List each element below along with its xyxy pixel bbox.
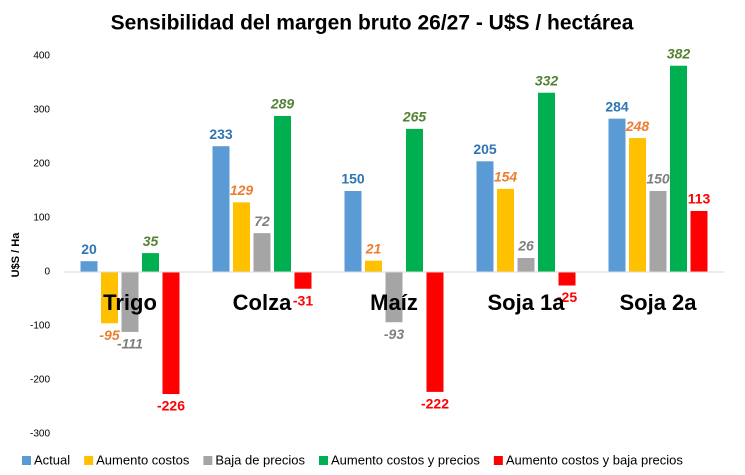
legend-label: Baja de precios bbox=[215, 452, 305, 467]
bar bbox=[344, 191, 362, 272]
legend-label: Actual bbox=[34, 452, 70, 467]
data-label: 382 bbox=[667, 45, 691, 61]
data-label: 265 bbox=[402, 109, 427, 125]
data-label: 20 bbox=[81, 241, 97, 257]
bar bbox=[629, 138, 646, 272]
bar bbox=[101, 272, 118, 324]
bar bbox=[80, 261, 98, 272]
category-label: Soja 1a bbox=[487, 290, 565, 315]
data-label: 233 bbox=[209, 126, 233, 142]
legend-swatch bbox=[84, 456, 94, 465]
legend-label: Aumento costos y baja precios bbox=[506, 452, 684, 467]
data-label: 129 bbox=[230, 182, 254, 198]
data-label: -222 bbox=[421, 396, 449, 412]
bar bbox=[558, 272, 576, 286]
bar bbox=[233, 202, 250, 272]
bar bbox=[274, 115, 291, 272]
legend-swatch bbox=[493, 456, 503, 465]
data-label: 154 bbox=[494, 169, 518, 185]
bar bbox=[162, 272, 180, 395]
data-label: 284 bbox=[605, 98, 629, 114]
bar bbox=[212, 146, 230, 272]
bar bbox=[253, 233, 271, 272]
data-label: -95 bbox=[99, 327, 119, 343]
data-label: -93 bbox=[384, 326, 404, 342]
bar bbox=[385, 272, 403, 323]
bar bbox=[538, 92, 555, 272]
data-label: 113 bbox=[688, 191, 711, 207]
bar bbox=[406, 128, 423, 272]
bar bbox=[426, 272, 444, 392]
category-label: Maíz bbox=[370, 290, 418, 315]
y-tick-label: 400 bbox=[33, 51, 50, 62]
data-label: 150 bbox=[341, 171, 365, 187]
data-label: 248 bbox=[625, 118, 650, 134]
data-label: 289 bbox=[270, 96, 295, 112]
y-tick-label: -100 bbox=[30, 321, 50, 332]
legend-label: Aumento costos y precios bbox=[331, 452, 480, 467]
data-label: 21 bbox=[365, 240, 382, 256]
y-axis-label: U$S / Ha bbox=[10, 232, 22, 278]
y-tick-label: 300 bbox=[33, 105, 50, 116]
y-tick-label: -200 bbox=[30, 375, 50, 386]
bar bbox=[365, 260, 382, 272]
bar bbox=[294, 272, 312, 289]
category-label: Soja 2a bbox=[619, 290, 697, 315]
data-label: -111 bbox=[117, 336, 143, 352]
bar bbox=[670, 65, 687, 272]
bar bbox=[517, 257, 535, 272]
category-label: Trigo bbox=[103, 290, 157, 315]
chart-title: Sensibilidad del margen bruto 26/27 - U$… bbox=[111, 12, 634, 35]
legend-swatch bbox=[203, 456, 213, 465]
legend-swatch bbox=[22, 456, 31, 465]
legend-swatch bbox=[318, 456, 328, 465]
data-label: -226 bbox=[157, 398, 185, 414]
data-label: 150 bbox=[646, 171, 670, 187]
bar bbox=[608, 118, 626, 272]
data-label: -31 bbox=[293, 292, 313, 308]
y-tick-label: 100 bbox=[33, 213, 50, 224]
bar bbox=[690, 210, 708, 272]
legend-label: Aumento costos bbox=[96, 452, 190, 467]
data-label: 72 bbox=[254, 213, 270, 229]
y-tick-label: -300 bbox=[30, 429, 50, 440]
y-tick-label: 200 bbox=[33, 159, 50, 170]
data-label: -25 bbox=[557, 289, 577, 305]
data-label: 35 bbox=[143, 233, 159, 249]
category-label: Colza bbox=[233, 290, 292, 315]
bar bbox=[649, 191, 667, 272]
bar bbox=[121, 272, 139, 332]
data-label: 332 bbox=[535, 72, 559, 88]
data-label: 26 bbox=[517, 238, 534, 254]
bar bbox=[142, 253, 159, 272]
y-tick-label: 0 bbox=[44, 267, 50, 278]
bar bbox=[476, 161, 494, 272]
data-label: 205 bbox=[473, 141, 497, 157]
bar bbox=[497, 188, 514, 272]
